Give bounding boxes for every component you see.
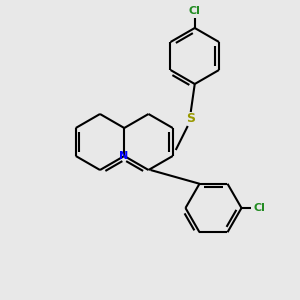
- Text: Cl: Cl: [254, 203, 266, 213]
- Text: N: N: [118, 151, 128, 161]
- Text: S: S: [186, 112, 195, 124]
- Text: Cl: Cl: [189, 6, 201, 16]
